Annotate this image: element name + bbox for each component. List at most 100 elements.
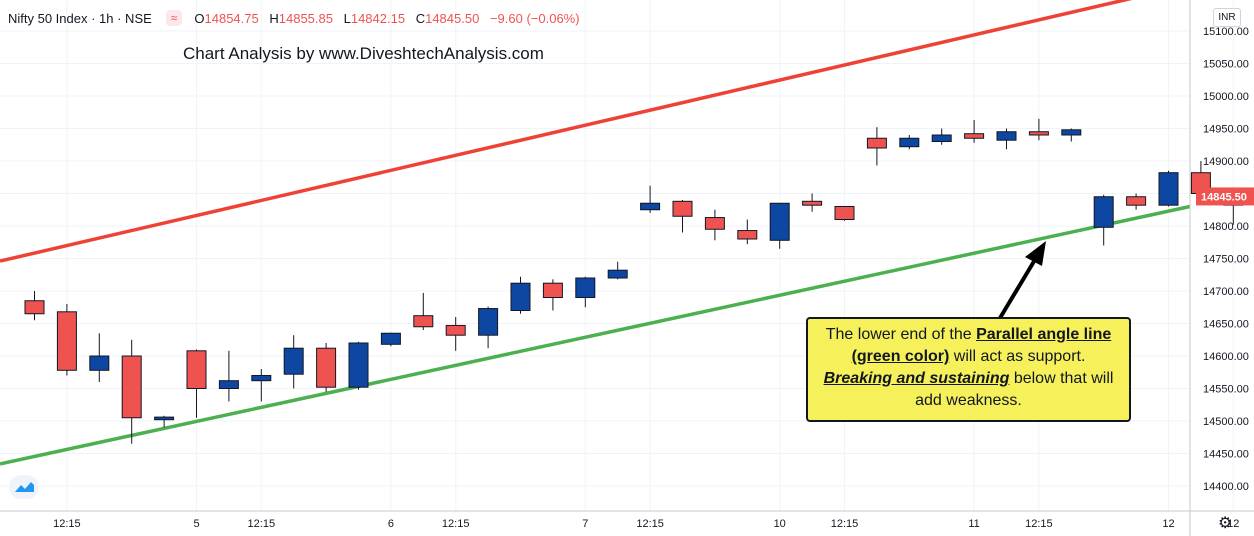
candle (834, 206, 855, 221)
candles (24, 118, 1244, 444)
candle (704, 209, 725, 241)
candle-body (1061, 129, 1082, 136)
candle-body (1158, 172, 1179, 206)
callout-em-1: Parallel angle line (976, 326, 1112, 343)
candle-body (186, 350, 207, 389)
price-axis[interactable]: 15100.00 15050.00 15000.00 14950.00 14900.00… (1189, 0, 1254, 536)
low-label: L (343, 10, 351, 26)
close-value: 14845.50 (425, 10, 480, 26)
open-value: 14854.75 (204, 10, 259, 26)
candle (1093, 194, 1114, 246)
candle-body (154, 416, 175, 421)
price-tick-label: 15000.00 (1203, 91, 1249, 103)
candle-body (1093, 196, 1114, 228)
candle-body (931, 134, 952, 142)
candle-body (575, 277, 596, 298)
candle (672, 200, 693, 233)
candle (996, 128, 1017, 150)
annotation-callout[interactable]: The lower end of the Parallel angle line… (806, 317, 1131, 422)
price-tick-label: 14800.00 (1203, 221, 1249, 233)
candle (218, 350, 239, 402)
candle-body (1028, 131, 1049, 136)
close-label: C (415, 10, 426, 26)
candle-body (348, 342, 369, 388)
candle-body (996, 131, 1017, 141)
candle-body (218, 380, 239, 390)
candle-body (283, 347, 304, 375)
time-tick-label: 10 (774, 518, 786, 530)
candle-body (24, 300, 45, 315)
candle (348, 341, 369, 390)
gear-icon[interactable]: ⚙ (1218, 515, 1233, 532)
candle-body (769, 202, 790, 241)
candle-body (899, 137, 920, 148)
candle-body (121, 355, 142, 419)
open-label: O (194, 10, 205, 26)
time-axis[interactable]: 12:15 5 12:15 6 12:15 7 12:15 10 12:15 11 12:15 12 1… (0, 510, 1254, 530)
tradingview-logo-icon[interactable] (9, 475, 39, 499)
candle-body (964, 133, 985, 139)
high-label: H (269, 10, 279, 26)
arrow-shaft (998, 256, 1038, 320)
candle-body (1126, 196, 1147, 206)
currency-badge[interactable]: INR (1213, 8, 1241, 27)
callout-text-4: add weakness. (915, 392, 1022, 409)
support-line (0, 204, 1191, 466)
candle (251, 369, 272, 402)
candle-body (802, 200, 823, 206)
candle-body (542, 282, 563, 299)
candle (89, 333, 110, 382)
candle (964, 120, 985, 143)
candle (1158, 170, 1179, 207)
ohlc-readout: O14854.75 H14855.85 L14842.15 C14845.50 … (194, 11, 586, 26)
price-tick-label: 14600.00 (1203, 351, 1249, 363)
candle (1061, 128, 1082, 142)
candle-body (672, 200, 693, 217)
price-tick-label: 14550.00 (1203, 384, 1249, 396)
time-tick-label: 12:15 (1025, 518, 1053, 530)
trend-lines (0, 0, 1191, 466)
callout-text-2: will act as support. (949, 348, 1086, 365)
symbol-title[interactable]: Nifty 50 Index · 1h · NSE (8, 10, 152, 26)
candle (542, 279, 563, 311)
price-tick-label: 15100.00 (1203, 26, 1249, 38)
time-tick-label: 12:15 (636, 518, 664, 530)
candle-body (445, 324, 466, 336)
arrow-icon (998, 241, 1046, 320)
candle (510, 276, 531, 314)
time-tick-label: 12:15 (442, 518, 470, 530)
candle (478, 306, 499, 349)
candle-body (834, 206, 855, 220)
price-tick-label: 14700.00 (1203, 286, 1249, 298)
candle (154, 415, 175, 428)
candle (380, 332, 401, 347)
callout-text-1: The lower end of the (825, 326, 977, 343)
callout-text-3: below that will (1009, 370, 1114, 387)
low-value: 14842.15 (350, 10, 406, 26)
price-tick-label: 14450.00 (1203, 449, 1249, 461)
candle (931, 128, 952, 145)
time-tick-label: 12:15 (248, 518, 276, 530)
candle (1028, 118, 1049, 141)
price-tick-label: 15050.00 (1203, 59, 1249, 71)
series-toggle[interactable]: ≈ (165, 10, 183, 26)
candle (56, 304, 77, 376)
candle (121, 339, 142, 444)
candle (1126, 193, 1147, 210)
candle-body (866, 137, 887, 149)
candle (866, 127, 887, 166)
candle-body (413, 315, 434, 328)
candle-body (56, 311, 77, 371)
candle (445, 317, 466, 351)
candle-body (380, 332, 401, 345)
time-tick-label: 5 (193, 518, 199, 530)
candle (283, 335, 304, 389)
last-price-label: 14845.50 (1201, 191, 1247, 203)
high-value: 14855.85 (278, 10, 333, 26)
candle (575, 276, 596, 308)
time-tick-label: 6 (388, 518, 394, 530)
time-tick-label: 7 (582, 518, 588, 530)
chart-grid (0, 0, 1234, 511)
candle (640, 185, 661, 213)
